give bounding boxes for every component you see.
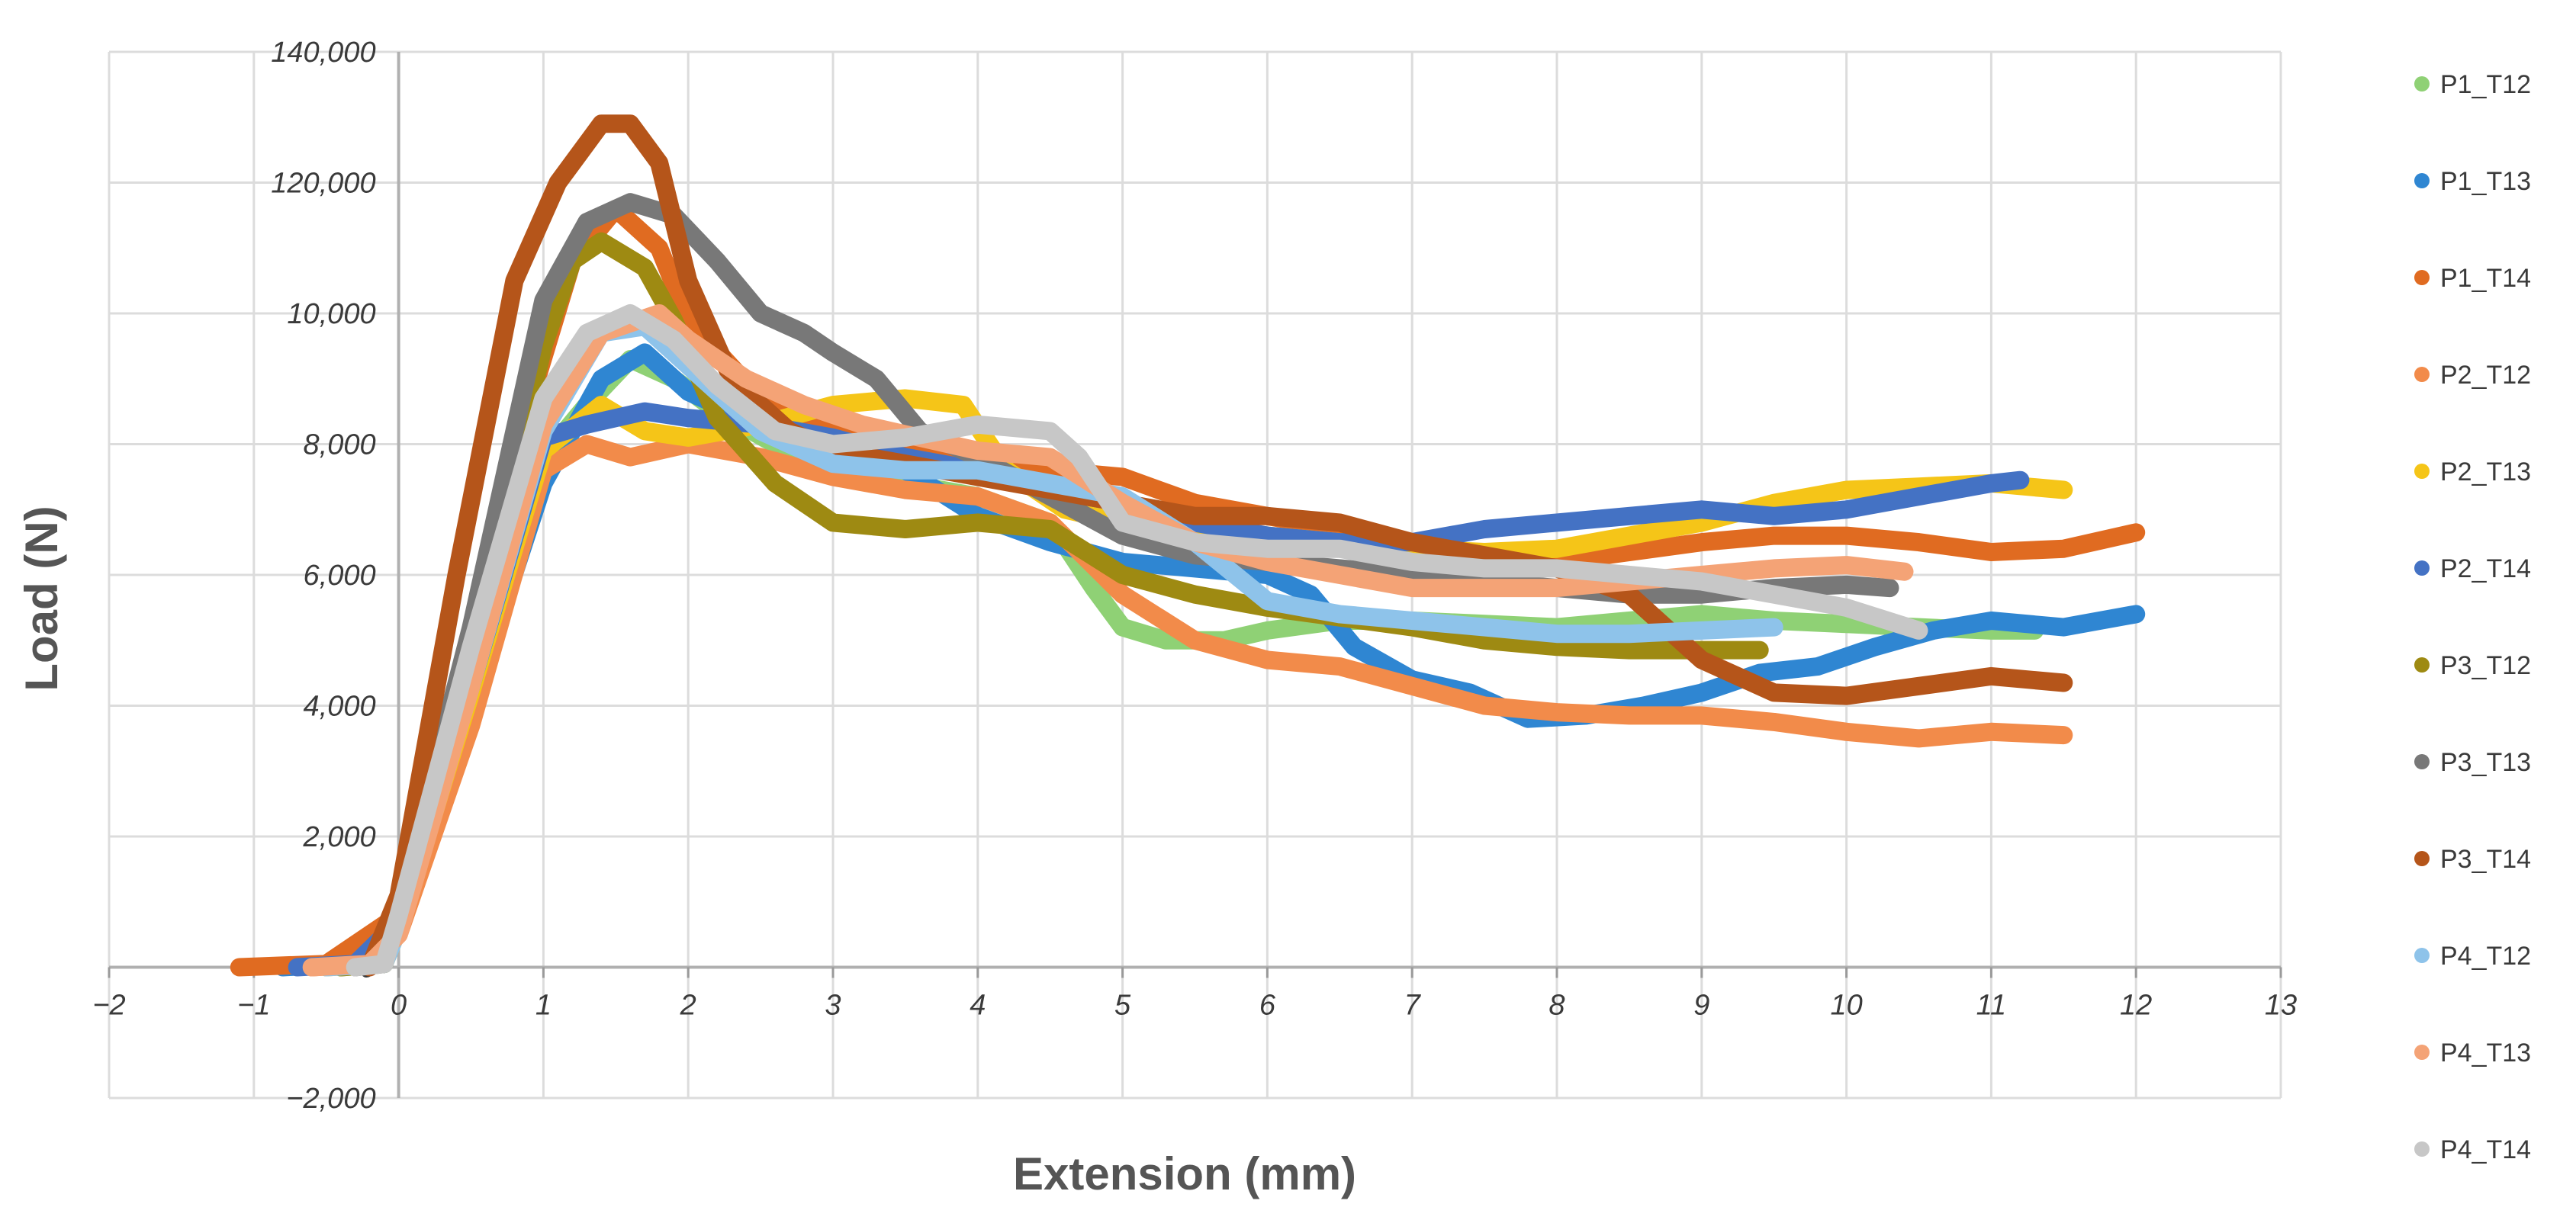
x-tick-label: 6 xyxy=(1259,990,1276,1022)
y-tick-label: 120,000 xyxy=(271,168,375,200)
legend-marker xyxy=(2414,270,2430,285)
legend-label: P3_T12 xyxy=(2440,651,2531,680)
legend-label: P1_T13 xyxy=(2440,167,2531,196)
legend-label: P4_T14 xyxy=(2440,1135,2531,1164)
legend-marker xyxy=(2414,948,2430,963)
y-tick-label: 140,000 xyxy=(271,37,375,69)
y-tick-label: 4,000 xyxy=(304,691,376,723)
x-tick-label: 13 xyxy=(2265,990,2297,1022)
series-line-p4-t14 xyxy=(346,304,1928,977)
legend-marker xyxy=(2414,1045,2430,1060)
y-tick-label: 6,000 xyxy=(304,560,376,592)
legend-label: P2_T12 xyxy=(2440,361,2531,390)
legend-label: P1_T12 xyxy=(2440,70,2531,99)
series-line-p1-t13 xyxy=(273,343,2146,977)
legend-marker xyxy=(2414,560,2430,576)
x-tick-label: 4 xyxy=(970,990,986,1022)
x-tick-label: 3 xyxy=(825,990,841,1022)
x-axis-ticks: −2 −1 0 1 2 3 4 5 6 7 8 9 10 11 12 13 xyxy=(92,967,2297,1022)
legend-marker xyxy=(2414,754,2430,769)
legend-marker xyxy=(2414,76,2430,92)
legend-label: P3_T14 xyxy=(2440,845,2531,874)
legend-label: P4_T12 xyxy=(2440,942,2531,971)
legend-marker xyxy=(2414,1141,2430,1157)
legend-marker xyxy=(2414,367,2430,382)
x-tick-label: −2 xyxy=(92,990,125,1022)
y-tick-label: 2,000 xyxy=(303,821,376,853)
x-tick-label: 5 xyxy=(1114,990,1131,1022)
legend-marker xyxy=(2414,851,2430,866)
x-tick-label: 10 xyxy=(1830,990,1862,1022)
series-group xyxy=(230,114,2146,977)
x-tick-label: 2 xyxy=(680,990,696,1022)
x-tick-label: 8 xyxy=(1548,990,1565,1022)
legend-marker xyxy=(2414,464,2430,479)
x-axis-title: Extension (mm) xyxy=(1013,1148,1356,1199)
x-tick-label: 7 xyxy=(1404,990,1422,1022)
y-axis-title: Load (N) xyxy=(16,506,67,691)
legend-label: P3_T13 xyxy=(2440,748,2531,777)
series-line-p2-t12 xyxy=(302,435,2073,977)
legend-label: P2_T14 xyxy=(2440,554,2531,583)
x-tick-label: 1 xyxy=(535,990,552,1022)
y-tick-label: 8,000 xyxy=(304,429,376,461)
legend-label: P4_T13 xyxy=(2440,1039,2531,1068)
series-line-p3-t12 xyxy=(331,232,1769,977)
legend: P1_T12 P1_T13 P1_T14 P2_T12 P2_T13 P2_T14 P3_T… xyxy=(2414,70,2531,1164)
legend-label: P1_T14 xyxy=(2440,264,2531,293)
x-tick-label: 11 xyxy=(1976,990,2006,1022)
x-tick-label: 0 xyxy=(391,990,407,1022)
x-tick-label: 9 xyxy=(1693,990,1709,1022)
legend-marker xyxy=(2414,657,2430,673)
legend-label: P2_T13 xyxy=(2440,458,2531,486)
legend-marker xyxy=(2414,173,2430,188)
x-tick-label: 12 xyxy=(2120,990,2152,1022)
y-axis-ticks: −2,00002,0004,0006,0008,00010,000120,000… xyxy=(271,37,375,1115)
y-tick-label: −2,000 xyxy=(286,1083,375,1115)
y-tick-label: 10,000 xyxy=(287,298,375,330)
x-tick-label: −1 xyxy=(237,990,270,1022)
